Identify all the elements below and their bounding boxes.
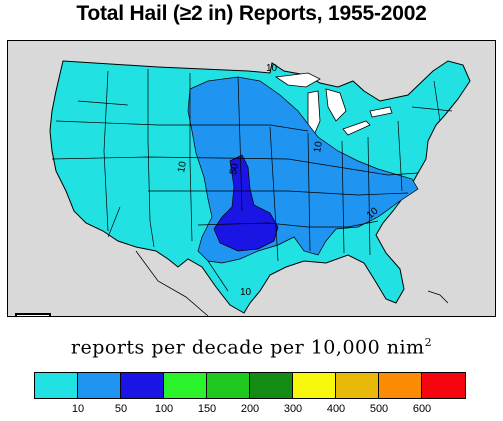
lake-huron xyxy=(325,88,347,122)
contour-label-50-center: 50 xyxy=(228,162,241,175)
colorbar-swatch xyxy=(379,373,422,398)
colorbar-tick-label: 50 xyxy=(114,403,128,415)
units-text: reports per decade per 10,000 nim xyxy=(70,336,425,359)
map-title: Total Hail (≥2 in) Reports, 1955-2002 xyxy=(76,2,427,25)
colorbar-tick-label: 200 xyxy=(240,403,260,415)
lake-erie xyxy=(342,120,371,136)
units-label: reports per decade per 10,000 nim2 xyxy=(0,336,503,358)
colorbar-tick-label: 400 xyxy=(326,403,346,415)
colorbar-swatch xyxy=(250,373,293,398)
colorbar-swatch xyxy=(336,373,379,398)
contour-label-10-texas: 10 xyxy=(240,287,252,298)
colorbar-swatch xyxy=(78,373,121,398)
colorbar-tick-label: 300 xyxy=(283,403,303,415)
panel-label: B. xyxy=(15,313,51,316)
colorbar-swatch xyxy=(422,373,465,398)
florida-keys xyxy=(427,290,449,304)
lake-michigan xyxy=(307,90,321,136)
hail-map: 10 50 10 10 10 10 xyxy=(49,60,471,316)
lake-ontario xyxy=(369,106,393,118)
colorbar-swatch xyxy=(164,373,207,398)
colorbar-swatch xyxy=(121,373,164,398)
mexico-coast xyxy=(135,250,209,316)
colorbar-tick-label: 500 xyxy=(369,403,389,415)
colorbar-swatch xyxy=(293,373,336,398)
lake-superior xyxy=(274,72,321,88)
contour-label-10-ohio: 10 xyxy=(312,140,325,153)
contour-label-10-west: 10 xyxy=(176,160,189,173)
colorbar xyxy=(34,372,466,399)
map-panel: 10 50 10 10 10 10 B. xyxy=(7,40,496,317)
colorbar-swatch xyxy=(35,373,78,398)
units-superscript: 2 xyxy=(424,336,433,349)
contour-region-100 xyxy=(213,154,279,252)
colorbar-tick-label: 10 xyxy=(71,403,85,415)
colorbar-tick-label: 150 xyxy=(197,403,217,415)
colorbar-tick-label: 600 xyxy=(412,403,432,415)
contour-label-10-north: 10 xyxy=(266,63,278,74)
colorbar-tick-label: 100 xyxy=(154,403,174,415)
colorbar-swatch xyxy=(207,373,250,398)
state-borders xyxy=(51,69,453,292)
